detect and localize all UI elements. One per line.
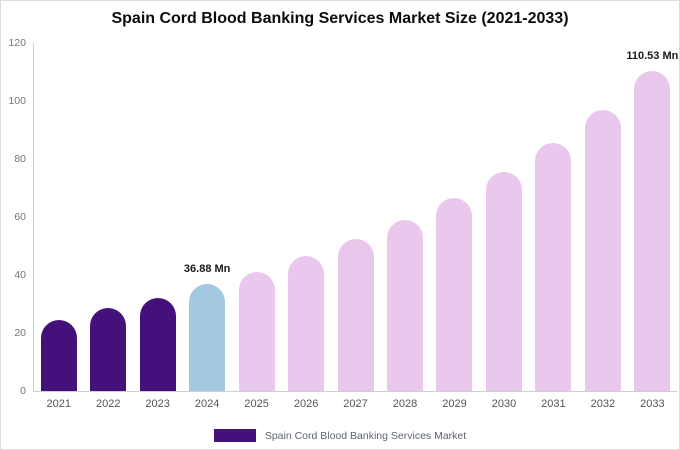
bar-slot-2030: 2030: [479, 43, 528, 410]
bar-slot-2031: 2031: [529, 43, 578, 410]
y-tick-label-100: 100: [8, 95, 26, 107]
bar-2024: [189, 284, 226, 391]
bar-value-label-2024: 36.88 Mn: [183, 263, 231, 275]
y-tick-label-80: 80: [14, 153, 26, 165]
x-axis-label-2030: 2030: [491, 398, 517, 410]
bar-slot-2023: 2023: [133, 43, 182, 410]
bar-2028: [387, 219, 424, 391]
x-axis-label-2033: 2033: [640, 398, 665, 410]
bar-slot-2029: 2029: [430, 43, 479, 410]
x-axis-label-2026: 2026: [293, 398, 319, 410]
bar-2030: [485, 172, 522, 391]
x-axis-label-2031: 2031: [541, 398, 566, 410]
x-axis-label-2022: 2022: [95, 398, 121, 410]
x-axis-label-2024: 2024: [194, 398, 220, 410]
bar-2027: [337, 239, 374, 391]
legend: Spain Cord Blood Banking Services Market: [1, 429, 679, 442]
bar-slot-2027: 2027: [331, 43, 380, 410]
bar-value-label-2033: 110.53 Mn: [626, 49, 679, 62]
plot-area: 2021 2022 2023 36.88 Mn 2024 2025 2026 2027 2028…: [33, 43, 679, 411]
bar-2032: [584, 109, 621, 391]
bar-slot-2022: 2022: [83, 43, 132, 410]
x-axis-label-2029: 2029: [442, 398, 467, 410]
bar-2031: [535, 143, 572, 391]
y-tick-label-120: 120: [8, 37, 26, 49]
x-axis-label-2023: 2023: [145, 398, 170, 410]
x-axis-label-2032: 2032: [590, 398, 616, 410]
y-tick-label-20: 20: [14, 327, 26, 339]
bar-slot-2028: 2028: [380, 43, 429, 410]
bar-2033: [634, 70, 671, 391]
y-tick-label-40: 40: [14, 269, 26, 281]
bar-slot-2024: 36.88 Mn 2024: [182, 43, 231, 410]
bar-slot-2033: 110.53 Mn 2033: [626, 43, 679, 411]
bar-slot-2032: 2032: [578, 43, 627, 410]
y-axis: 0 20 40 60 80 100 120: [1, 37, 29, 397]
bar-slot-2026: 2026: [281, 43, 330, 410]
y-tick-label-0: 0: [20, 385, 26, 397]
legend-swatch: [213, 429, 256, 442]
chart-title: Spain Cord Blood Banking Services Market…: [111, 10, 569, 27]
bar-slot-2021: 2021: [34, 43, 83, 410]
x-axis-label-2027: 2027: [343, 398, 368, 410]
bar-2022: [90, 308, 127, 391]
bar-2026: [288, 256, 325, 391]
x-axis-label-2028: 2028: [392, 398, 418, 410]
bar-2021: [40, 320, 77, 391]
bar-2025: [238, 271, 275, 391]
x-axis-label-2021: 2021: [46, 398, 71, 410]
legend-label: Spain Cord Blood Banking Services Market: [264, 429, 467, 442]
bar-slot-2025: 2025: [232, 43, 281, 410]
x-axis-label-2025: 2025: [244, 398, 269, 410]
y-tick-label-60: 60: [14, 211, 26, 223]
bar-2023: [139, 298, 176, 391]
bar-2029: [436, 198, 473, 391]
